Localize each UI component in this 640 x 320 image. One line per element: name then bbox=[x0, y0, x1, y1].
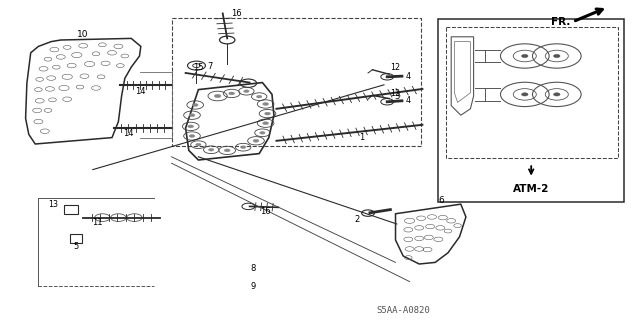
Text: 16: 16 bbox=[260, 207, 271, 216]
Text: 2: 2 bbox=[355, 215, 360, 224]
Circle shape bbox=[209, 148, 214, 151]
Circle shape bbox=[257, 95, 262, 98]
Text: 5: 5 bbox=[74, 242, 79, 251]
Circle shape bbox=[188, 125, 194, 128]
Text: 11: 11 bbox=[92, 218, 102, 227]
Text: 10: 10 bbox=[77, 30, 89, 39]
Circle shape bbox=[260, 132, 265, 134]
Circle shape bbox=[522, 54, 528, 58]
Bar bbox=[172, 18, 421, 146]
Bar bbox=[70, 234, 82, 243]
Circle shape bbox=[196, 143, 201, 146]
Text: 1: 1 bbox=[359, 133, 364, 142]
Circle shape bbox=[241, 146, 246, 148]
Text: 4: 4 bbox=[406, 72, 411, 81]
Text: 15: 15 bbox=[193, 63, 204, 72]
Bar bbox=[438, 19, 624, 202]
Text: FR.: FR. bbox=[551, 17, 570, 27]
Circle shape bbox=[224, 149, 230, 152]
Text: S5AA-A0820: S5AA-A0820 bbox=[376, 306, 430, 315]
Text: 14: 14 bbox=[123, 129, 133, 138]
Circle shape bbox=[253, 139, 259, 142]
Circle shape bbox=[214, 94, 221, 98]
Text: 16: 16 bbox=[232, 9, 242, 18]
Text: 7: 7 bbox=[207, 62, 212, 71]
Circle shape bbox=[228, 92, 235, 95]
Circle shape bbox=[244, 90, 249, 92]
Circle shape bbox=[189, 114, 195, 117]
Text: 9: 9 bbox=[250, 282, 255, 291]
Text: 12: 12 bbox=[390, 63, 401, 72]
Circle shape bbox=[264, 112, 271, 115]
Text: 4: 4 bbox=[406, 96, 411, 105]
Circle shape bbox=[262, 122, 269, 125]
Text: 12: 12 bbox=[390, 89, 401, 98]
Circle shape bbox=[189, 134, 195, 138]
Text: 3: 3 bbox=[394, 92, 399, 100]
Bar bbox=[64, 205, 78, 214]
Bar bbox=[446, 27, 618, 158]
Circle shape bbox=[262, 102, 269, 106]
Text: 14: 14 bbox=[136, 87, 146, 96]
Circle shape bbox=[554, 93, 560, 96]
Circle shape bbox=[192, 103, 198, 107]
Text: 8: 8 bbox=[250, 264, 255, 273]
Text: 6: 6 bbox=[439, 196, 444, 204]
Circle shape bbox=[554, 54, 560, 58]
Text: 13: 13 bbox=[48, 200, 58, 209]
Circle shape bbox=[522, 93, 528, 96]
Text: ATM-2: ATM-2 bbox=[513, 184, 549, 194]
